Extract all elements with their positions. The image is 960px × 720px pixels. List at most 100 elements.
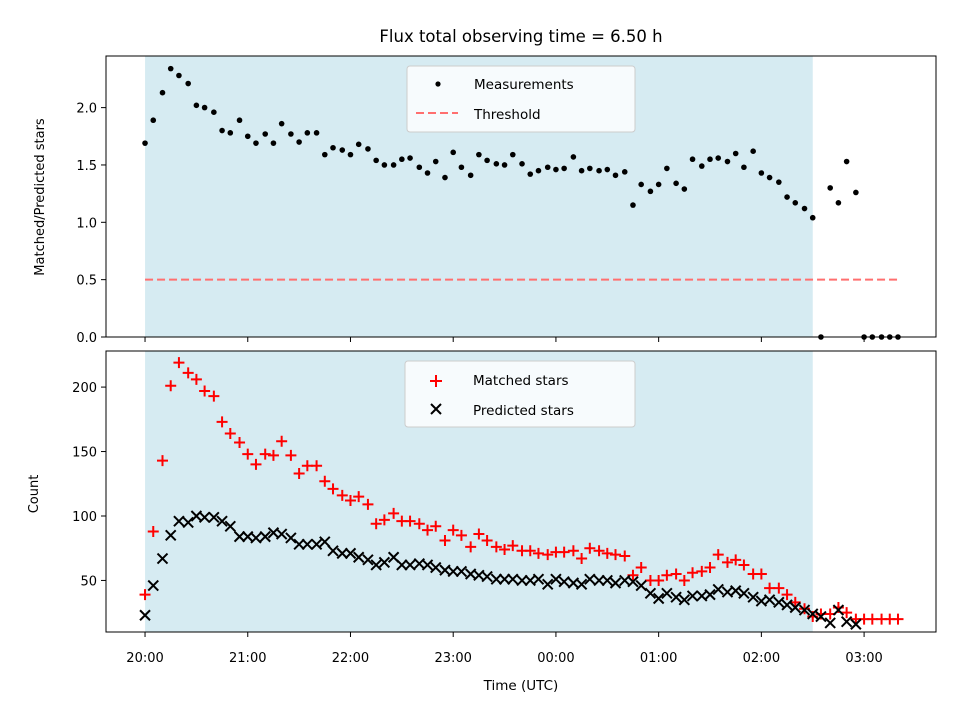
measurement-point: [544, 164, 551, 171]
measurement-point: [313, 130, 320, 136]
measurement-point: [484, 157, 490, 164]
matched-stars-point: [165, 380, 177, 392]
predicted-stars-point: [678, 594, 691, 606]
measurement-point: [596, 167, 602, 174]
matched-stars-point: [336, 489, 348, 501]
predicted-stars-point: [421, 559, 434, 571]
predicted-stars-point: [319, 536, 331, 548]
predicted-stars-point: [550, 573, 562, 585]
measurement-point: [262, 131, 269, 137]
measurement-point: [167, 65, 174, 72]
y-tick-label: 0.0: [76, 331, 97, 346]
predicted-stars-point: [738, 587, 750, 600]
measurement-point: [835, 200, 842, 206]
predicted-stars-point: [652, 592, 665, 605]
predicted-stars-point: [644, 587, 657, 600]
measurement-point: [776, 179, 782, 185]
predicted-stars-point: [789, 601, 801, 614]
measurement-point: [424, 170, 431, 176]
top-legend: Measurements Threshold: [406, 65, 636, 133]
matched-stars-point: [139, 589, 151, 601]
axes-frame: [105, 350, 937, 633]
predicted-stars-point: [601, 574, 613, 587]
predicted-stars-point: [156, 552, 169, 565]
predicted-stars-point: [224, 520, 237, 533]
measurement-point: [159, 89, 166, 96]
measurement-point: [347, 151, 354, 158]
predicted-stars-point: [542, 578, 554, 591]
matched-stars-point: [558, 546, 570, 558]
matched-stars-point: [738, 559, 750, 571]
predicted-stars-point: [352, 551, 365, 563]
measurement-point: [330, 144, 336, 151]
ratio-panel: Matched/Predicted stars 0.00.51.01.52.0 …: [33, 55, 937, 346]
matched-stars-point: [439, 534, 451, 546]
measurement-point: [758, 170, 765, 176]
predicted-stars-point: [824, 617, 836, 629]
matched-stars-point: [473, 528, 485, 540]
chart-title: Flux total observing time = 6.50 h: [379, 27, 662, 46]
matched-stars-point: [224, 427, 236, 439]
matched-stars-point: [712, 549, 724, 561]
predicted-stars-point: [139, 609, 151, 621]
predicted-stars-point: [661, 587, 673, 600]
matched-stars-point: [465, 541, 477, 553]
measurement-point: [587, 165, 593, 172]
predicted-legend-marker: [430, 403, 442, 415]
matched-stars-point: [370, 518, 382, 530]
measurement-point: [570, 154, 577, 160]
measurement-point: [296, 139, 302, 145]
measurement-point: [390, 162, 397, 168]
predicted-stars-point: [516, 574, 528, 587]
predicted-stars-point: [173, 515, 185, 527]
matched-stars-point: [866, 613, 878, 625]
predicted-stars-point: [455, 565, 468, 578]
matched-stars-point: [147, 525, 159, 537]
measurement-point: [809, 214, 816, 221]
predicted-stars-point: [627, 576, 639, 588]
measurement-point: [612, 172, 619, 179]
measurement-point: [673, 180, 679, 187]
x-tick-label: 23:00: [434, 651, 471, 666]
predicted-stars-point: [832, 604, 845, 616]
y-tick-label: 1.5: [76, 159, 97, 174]
measurement-point: [142, 140, 148, 146]
predicted-stars-point: [301, 538, 314, 551]
predicted-stars-point: [532, 573, 545, 585]
measurement-point: [604, 166, 611, 173]
predicted-legend-label: Predicted stars: [473, 403, 574, 419]
matched-stars-point: [242, 448, 254, 460]
y-tick-label: 50: [80, 574, 97, 589]
matched-stars-point: [378, 514, 390, 526]
measurement-point: [176, 72, 182, 79]
matched-stars-point: [892, 613, 904, 625]
measurement-point: [689, 156, 696, 163]
predicted-stars-point: [747, 591, 759, 603]
measurement-point: [467, 172, 474, 179]
matched-stars-point: [601, 547, 613, 559]
measurement-point: [278, 120, 285, 127]
predicted-stars-point: [147, 579, 159, 592]
matched-stars-point: [584, 542, 596, 554]
matched-stars-point: [576, 553, 588, 565]
predicted-stars-point: [396, 559, 408, 571]
matched-stars-point: [301, 460, 313, 472]
matched-stars-point: [567, 545, 579, 557]
matched-stars-point: [276, 435, 288, 447]
predicted-stars-point: [763, 594, 776, 606]
measurement-point: [450, 149, 457, 156]
predicted-stars-point: [704, 588, 716, 601]
predicted-stars-point: [575, 578, 588, 591]
predicted-stars-point: [781, 599, 793, 611]
measurement-point: [853, 189, 859, 196]
measurement-point: [553, 166, 559, 173]
predicted-stars-point: [259, 530, 271, 543]
matched-stars-point: [764, 582, 776, 594]
predicted-stars-point: [336, 547, 348, 560]
matched-stars-point: [319, 475, 331, 487]
predicted-stars-point: [840, 615, 853, 628]
x-tick-label: 22:00: [332, 651, 369, 666]
matched-stars-point: [542, 549, 554, 561]
predicted-stars-point: [481, 570, 493, 583]
measurement-point: [527, 171, 534, 177]
